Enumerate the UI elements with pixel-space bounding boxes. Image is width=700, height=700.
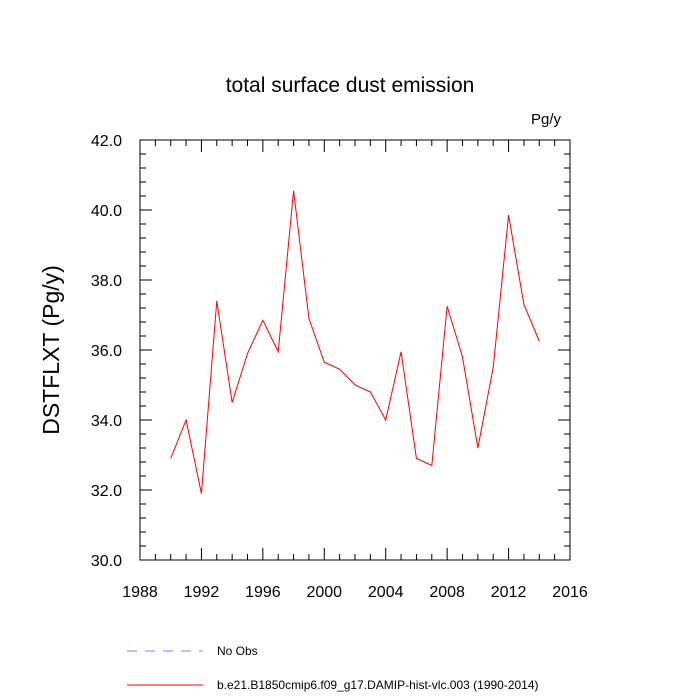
y-axis-label: DSTFLXT (Pg/y): [38, 265, 64, 435]
axis-ticks: [139, 139, 571, 561]
legend-label: b.e21.B1850cmip6.f09_g17.DAMIP-hist-vlc.…: [217, 678, 539, 692]
axis-tick-labels: 1988 1992 1996 2000 2004 2008 2012 2016 30.0 32.0…: [91, 133, 588, 601]
x-tick-label: 2012: [491, 584, 527, 601]
y-tick-label: 32.0: [91, 483, 122, 500]
y-tick-label: 38.0: [91, 273, 122, 290]
y-tick-label: 30.0: [91, 553, 122, 570]
series-layer: [170, 190, 540, 494]
unit-label: Pg/y: [531, 111, 562, 128]
x-tick-label: 2016: [552, 584, 588, 601]
y-tick-label: 40.0: [91, 203, 122, 220]
y-tick-label: 42.0: [91, 133, 122, 150]
y-tick-label: 36.0: [91, 343, 122, 360]
x-tick-label: 1992: [184, 584, 220, 601]
x-tick-label: 2008: [429, 584, 465, 601]
x-tick-label: 1988: [122, 584, 158, 601]
y-tick-label: 34.0: [91, 413, 122, 430]
x-tick-label: 2000: [306, 584, 342, 601]
legend-label: No Obs: [217, 644, 258, 658]
x-tick-label: 1996: [245, 584, 281, 601]
legend: No Obs b.e21.B1850cmip6.f09_g17.DAMIP-his…: [127, 644, 539, 692]
series-line: [170, 190, 540, 494]
plot-frame: [139, 139, 571, 561]
x-tick-label: 2004: [368, 584, 404, 601]
chart-title: total surface dust emission: [226, 74, 475, 97]
